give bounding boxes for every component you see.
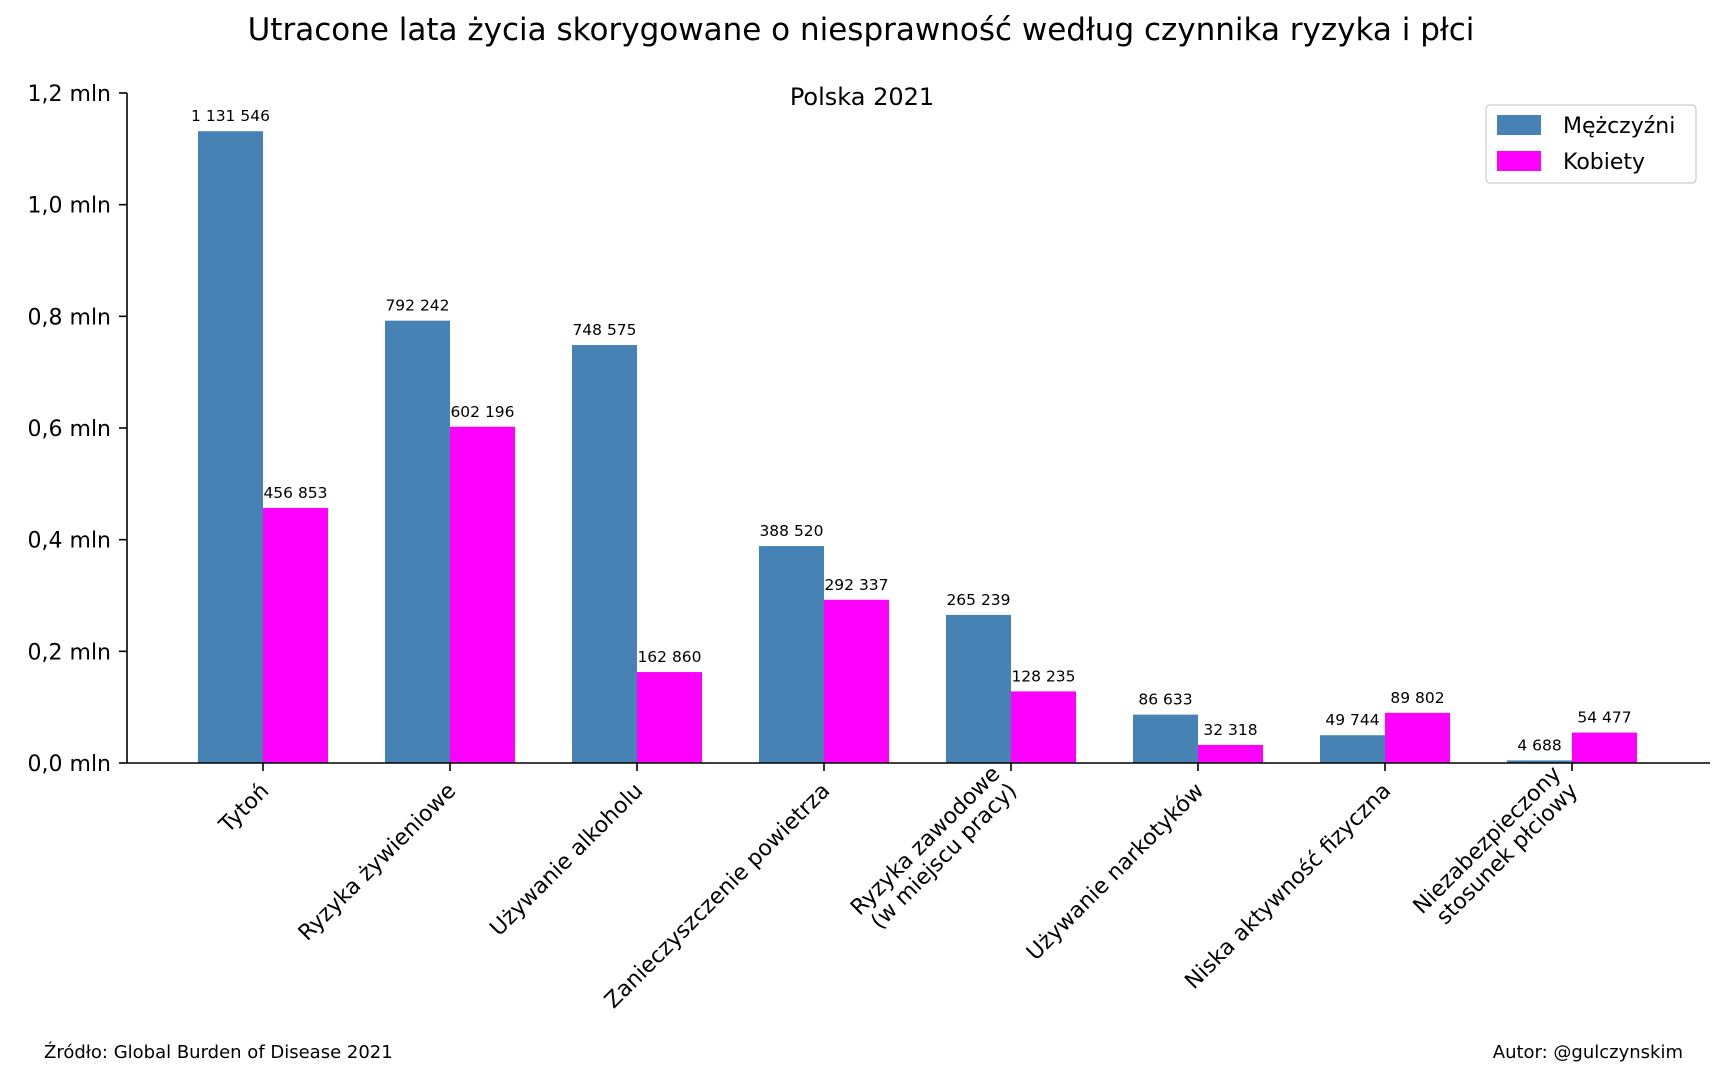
bar-women bbox=[1011, 691, 1076, 763]
bar-value-label: 748 575 bbox=[572, 321, 636, 339]
bar-men bbox=[946, 614, 1011, 763]
x-tick-label: Tytoń bbox=[214, 779, 274, 839]
bar-women bbox=[1198, 744, 1263, 763]
x-tick-label-line: Tytoń bbox=[214, 779, 274, 839]
bar-value-label: 86 633 bbox=[1138, 691, 1192, 709]
x-tick-label: Używanie alkoholu bbox=[485, 779, 648, 942]
x-tick-label: Ryzyka zawodowe(w miejscu pracy) bbox=[846, 762, 1022, 938]
x-tick-label-line: Niezabezpieczony bbox=[1409, 762, 1567, 920]
y-axis: 0,0 mln 0,2 mln 0,4 mln 0,6 mln 0,8 mln 1,0 m… bbox=[28, 82, 128, 777]
bar-value-label: 1 131 546 bbox=[191, 107, 270, 125]
x-tick-label: Niska aktywność fizyczna bbox=[1180, 779, 1396, 995]
bar-men bbox=[1133, 714, 1198, 763]
bar-value-label: 32 318 bbox=[1203, 721, 1257, 739]
source-note: Źródło: Global Burden of Disease 2021 bbox=[44, 1042, 393, 1063]
y-tick-label: 0,4 mln bbox=[28, 529, 111, 554]
x-tick-label-line: Używanie alkoholu bbox=[485, 779, 648, 942]
legend-swatch-men bbox=[1497, 115, 1541, 135]
bar-value-label: 162 860 bbox=[637, 648, 701, 666]
y-tick-label: 0,0 mln bbox=[28, 752, 111, 777]
legend-label-women: Kobiety bbox=[1563, 150, 1645, 175]
bar-men bbox=[198, 131, 263, 763]
bar-women bbox=[824, 599, 889, 763]
x-tick-label-line: Niska aktywność fizyczna bbox=[1180, 779, 1396, 995]
x-tick-label: Niezabezpieczonystosunek płciowy bbox=[1409, 762, 1584, 937]
legend-label-men: Mężczyźni bbox=[1563, 114, 1675, 139]
x-axis: Tytoń Ryzyka żywieniowe Używanie alkoholuZ… bbox=[127, 762, 1710, 1014]
bar-men bbox=[1320, 735, 1385, 763]
bar-women bbox=[1385, 712, 1450, 763]
bar-women bbox=[263, 507, 328, 763]
chart-title: Utracone lata życia skorygowane o niespr… bbox=[247, 12, 1475, 48]
x-tick-label: Ryzyka żywieniowe bbox=[294, 779, 461, 946]
bar-women bbox=[637, 672, 702, 763]
chart-subtitle: Polska 2021 bbox=[790, 83, 934, 111]
bar-value-label: 292 337 bbox=[824, 576, 888, 594]
x-tick-label-line: Używanie narkotyków bbox=[1022, 779, 1209, 966]
x-tick-label-line: Zanieczyszczenie powietrza bbox=[600, 779, 835, 1014]
value-labels: 1 131 546 792 242 748 575 388 520 265 239 86 … bbox=[191, 107, 1632, 754]
bars bbox=[198, 131, 1637, 763]
y-tick-label: 0,6 mln bbox=[28, 417, 111, 442]
legend-swatch-women bbox=[1497, 151, 1541, 171]
x-tick-label: Używanie narkotyków bbox=[1022, 779, 1209, 966]
bar-value-label: 4 688 bbox=[1517, 736, 1561, 754]
bar-men bbox=[572, 345, 637, 763]
author-note: Autor: @gulczynskim bbox=[1492, 1042, 1683, 1063]
bar-men bbox=[759, 546, 824, 763]
y-tick-label: 0,2 mln bbox=[28, 640, 111, 665]
bar-value-label: 792 242 bbox=[385, 297, 449, 315]
y-tick-label: 1,2 mln bbox=[28, 82, 111, 107]
bar-value-label: 54 477 bbox=[1577, 709, 1631, 727]
x-tick-label: Zanieczyszczenie powietrza bbox=[600, 779, 835, 1014]
bar-value-label: 128 235 bbox=[1011, 667, 1075, 685]
bar-value-label: 602 196 bbox=[450, 403, 514, 421]
bar-men bbox=[385, 320, 450, 763]
x-tick-label-line: Ryzyka żywieniowe bbox=[294, 779, 461, 946]
y-tick-label: 0,8 mln bbox=[28, 305, 111, 330]
bar-value-label: 456 853 bbox=[263, 484, 327, 502]
bar-value-label: 49 744 bbox=[1325, 711, 1379, 729]
bar-women bbox=[1572, 732, 1637, 763]
x-tick-label-line: (w miejscu pracy) bbox=[866, 779, 1022, 935]
x-tick-label-line: Ryzyka zawodowe bbox=[846, 762, 1005, 921]
y-tick-label: 1,0 mln bbox=[28, 194, 111, 219]
bar-value-label: 265 239 bbox=[946, 591, 1010, 609]
bar-women bbox=[450, 426, 515, 763]
bar-value-label: 89 802 bbox=[1390, 689, 1444, 707]
legend: Mężczyźni Kobiety bbox=[1485, 104, 1697, 184]
bar-men bbox=[1507, 760, 1572, 763]
bar-value-label: 388 520 bbox=[759, 522, 823, 540]
